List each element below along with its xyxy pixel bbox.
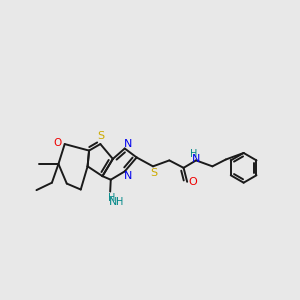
Text: O: O	[188, 177, 197, 188]
Text: H: H	[190, 149, 197, 160]
Text: S: S	[150, 168, 157, 178]
Text: O: O	[53, 138, 61, 148]
Text: N: N	[124, 139, 132, 149]
Text: N: N	[124, 171, 132, 181]
Text: H: H	[108, 193, 115, 202]
Text: S: S	[97, 131, 104, 141]
Text: N: N	[109, 197, 117, 207]
Text: H: H	[116, 197, 123, 207]
Text: N: N	[192, 154, 200, 164]
